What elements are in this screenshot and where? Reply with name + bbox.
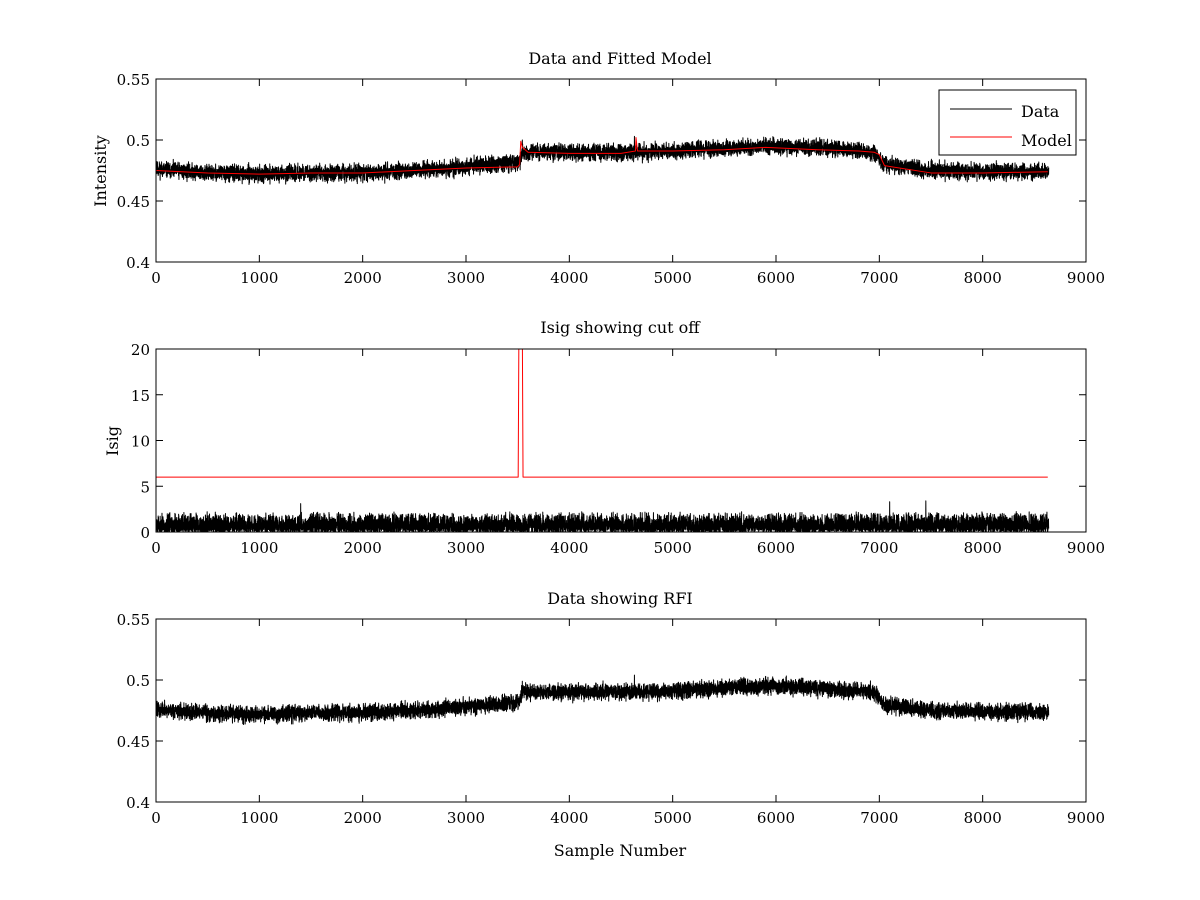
top-y-tick-label: 0.5 — [126, 132, 150, 150]
top-x-tick-label: 8000 — [964, 269, 1002, 287]
bottom-x-tick-label: 4000 — [550, 809, 588, 827]
top-chart-title: Data and Fitted Model — [528, 49, 711, 68]
legend-box — [938, 89, 1077, 156]
top-y-tick-label: 0.4 — [126, 254, 150, 272]
top-x-tick-label: 6000 — [757, 269, 795, 287]
middle-y-tick-label: 5 — [140, 478, 150, 496]
bottom-series-data — [156, 674, 1050, 726]
bottom-x-tick-label: 5000 — [654, 809, 692, 827]
middle-x-tick-label: 7000 — [860, 539, 898, 557]
top-series-model — [156, 137, 1048, 175]
bottom-axes-box — [155, 618, 1087, 803]
legend-data-label: Data — [1021, 102, 1060, 121]
bottom-series-group — [156, 674, 1050, 726]
middle-y-tick-label: 10 — [131, 433, 150, 451]
bottom-chart-title: Data showing RFI — [547, 589, 692, 608]
top-x-tick-label: 7000 — [860, 269, 898, 287]
top-x-tick-label: 5000 — [654, 269, 692, 287]
subplot-isig-showing-cut-off: Isig showing cut off Isig 0 1000 2000 3000 4… — [103, 318, 1105, 557]
subplot-data-showing-rfi: Data showing RFI Sample Number 0 1000 2000… — [117, 589, 1106, 860]
bottom-x-tick-label: 1000 — [240, 809, 278, 827]
middle-chart-title: Isig showing cut off — [540, 318, 701, 337]
bottom-x-tick-label: 9000 — [1067, 809, 1105, 827]
bottom-x-tick-label: 6000 — [757, 809, 795, 827]
bottom-y-tick-label: 0.55 — [117, 611, 150, 629]
top-x-tick-label: 1000 — [240, 269, 278, 287]
top-y-tick-label: 0.45 — [117, 193, 150, 211]
middle-series-cut-off — [156, 349, 1048, 478]
bottom-y-tick-label: 0.4 — [126, 794, 150, 812]
subplot-data-and-fitted-model: Data and Fitted Model Intensity 0 1000 200… — [91, 49, 1105, 287]
top-x-tick-label: 3000 — [447, 269, 485, 287]
top-y-tick-label: 0.55 — [117, 71, 150, 89]
top-y-axis-label: Intensity — [91, 135, 110, 207]
middle-x-tick-label: 0 — [151, 539, 161, 557]
top-series-group — [156, 135, 1050, 185]
middle-x-tick-label: 4000 — [550, 539, 588, 557]
middle-x-tick-label: 1000 — [240, 539, 278, 557]
bottom-x-axis-label: Sample Number — [554, 841, 687, 860]
middle-y-tick-label: 15 — [131, 387, 150, 405]
middle-x-tick-label: 3000 — [447, 539, 485, 557]
top-x-tick-label: 2000 — [344, 269, 382, 287]
top-x-tick-label: 0 — [151, 269, 161, 287]
bottom-x-tick-label: 7000 — [860, 809, 898, 827]
middle-y-tick-label: 20 — [131, 341, 150, 359]
legend-model-label: Model — [1021, 131, 1072, 150]
middle-y-tick-label: 0 — [140, 524, 150, 542]
legend: Data Model — [938, 89, 1077, 156]
middle-x-tick-label: 2000 — [344, 539, 382, 557]
top-x-tick-label: 4000 — [550, 269, 588, 287]
bottom-x-tick-label: 3000 — [447, 809, 485, 827]
bottom-x-tick-label: 8000 — [964, 809, 1002, 827]
middle-x-tick-label: 5000 — [654, 539, 692, 557]
middle-x-tick-label: 9000 — [1067, 539, 1105, 557]
middle-x-tick-label: 8000 — [964, 539, 1002, 557]
middle-x-tick-label: 6000 — [757, 539, 795, 557]
bottom-x-tick-label: 0 — [151, 809, 161, 827]
top-axes-box — [155, 78, 1087, 263]
bottom-y-tick-label: 0.45 — [117, 733, 150, 751]
top-x-tick-label: 9000 — [1067, 269, 1105, 287]
middle-series-isig — [156, 500, 1050, 532]
bottom-x-tick-label: 2000 — [344, 809, 382, 827]
middle-y-axis-label: Isig — [103, 426, 122, 456]
bottom-y-tick-label: 0.5 — [126, 672, 150, 690]
middle-series-group — [156, 349, 1050, 532]
top-series-data — [156, 135, 1050, 185]
